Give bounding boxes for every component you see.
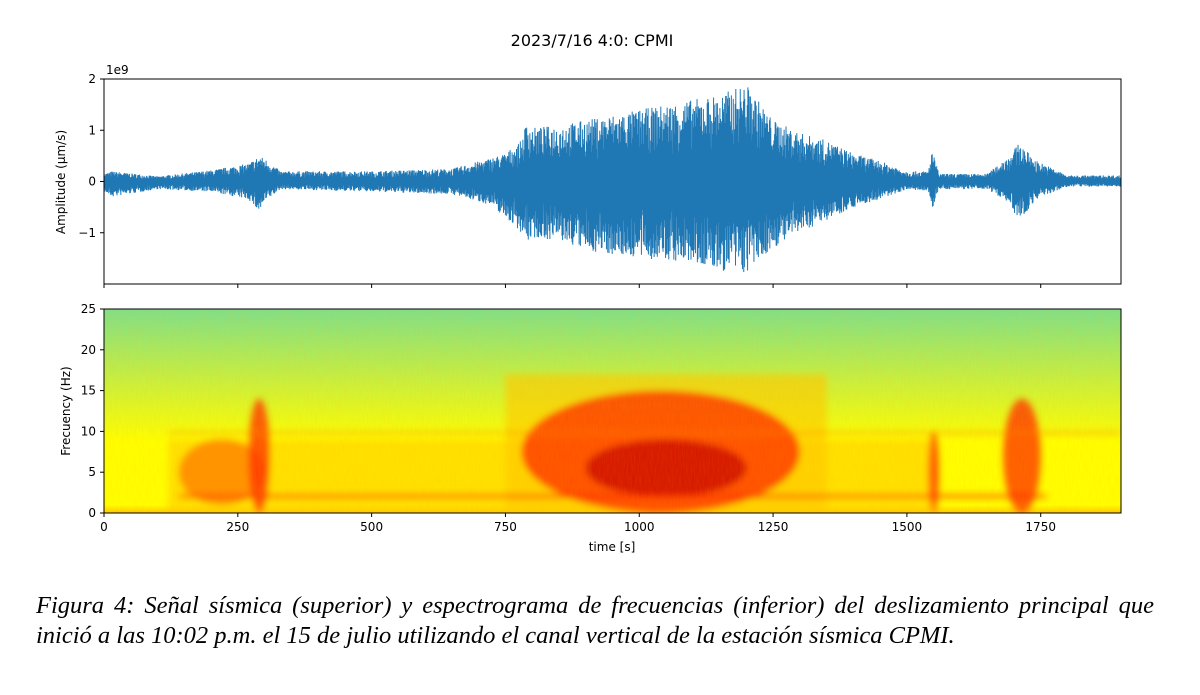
waveform-y-tick-label: 2 <box>88 72 96 86</box>
spectrogram-x-tick-label: 1250 <box>758 520 789 534</box>
spectrogram-plot: 0 250 500 750 1000 1250 1500 1750 0 5 10 15 20 25 Fr… <box>59 302 1122 554</box>
waveform-plot: 2 1 0 −1 1e9 Amplitude (μm/s) <box>54 63 1122 288</box>
waveform-series <box>104 87 1121 272</box>
spectrogram-x-tick-label: 1500 <box>892 520 923 534</box>
spectrogram-frame <box>103 308 1122 514</box>
spectrogram-y-tick-label: 10 <box>81 424 96 438</box>
waveform-offset-label: 1e9 <box>106 63 129 77</box>
spectrogram-y-tick-label: 25 <box>81 302 96 316</box>
spectrogram-y-ticks: 0 5 10 15 20 25 <box>81 302 104 520</box>
spectrogram-x-tick-label: 1000 <box>624 520 655 534</box>
spectrogram-x-ticks: 0 250 500 750 1000 1250 1500 1750 <box>100 513 1056 534</box>
waveform-x-ticks <box>103 284 1042 288</box>
spectrogram-x-tick-label: 1750 <box>1025 520 1056 534</box>
spectrogram-x-tick-label: 250 <box>226 520 249 534</box>
spectrogram-x-tick-label: 0 <box>100 520 108 534</box>
figure: 2023/7/16 4:0: CPMI 210−1 1e9 Amplitude … <box>54 31 1122 554</box>
waveform-y-ticks: 2 1 0 −1 <box>78 72 104 240</box>
waveform-y-axis-label: Amplitude (μm/s) <box>54 130 68 234</box>
spectrogram-y-tick-label: 5 <box>88 465 96 479</box>
spectrogram-x-tick-label: 750 <box>494 520 517 534</box>
spectrogram-texture <box>104 309 1121 513</box>
chart-title: 2023/7/16 4:0: CPMI <box>511 31 674 50</box>
spectrogram-x-axis-label: time [s] <box>589 540 636 554</box>
spectrogram-y-tick-label: 15 <box>81 384 96 398</box>
figure-caption: Figura 4: Señal sísmica (superior) y esp… <box>36 592 1154 649</box>
waveform-y-tick-label: −1 <box>78 226 96 240</box>
waveform-y-tick-label: 1 <box>88 123 96 137</box>
spectrogram-x-tick-label: 500 <box>360 520 383 534</box>
spectrogram-y-axis-label: Frecuency (Hz) <box>59 366 73 455</box>
waveform-y-tick-label: 0 <box>88 175 96 189</box>
spectrogram-y-tick-label: 20 <box>81 343 96 357</box>
spectrogram-y-tick-label: 0 <box>88 506 96 520</box>
